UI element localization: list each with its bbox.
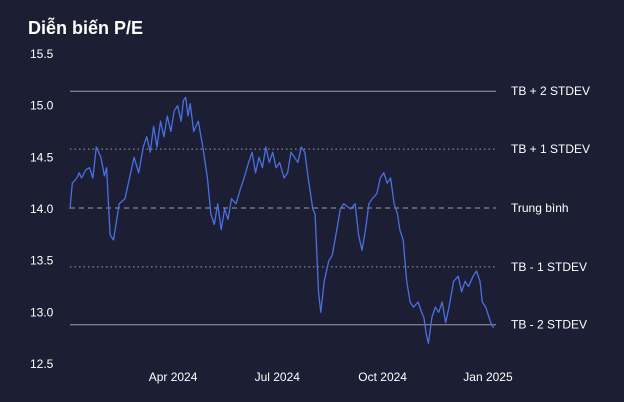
y-tick-label: 13.5 xyxy=(30,254,54,268)
x-tick-label: Jan 2025 xyxy=(463,370,513,384)
x-tick-label: Oct 2024 xyxy=(358,370,407,384)
y-tick-label: 13.0 xyxy=(30,305,54,319)
y-tick-label: 14.5 xyxy=(30,150,54,164)
reference-line-label: Trung bình xyxy=(511,201,569,215)
pe-series-line xyxy=(69,96,495,344)
y-tick-label: 12.5 xyxy=(30,357,54,371)
reference-line-label: TB + 1 STDEV xyxy=(511,142,590,156)
reference-line-label: TB - 1 STDEV xyxy=(511,260,587,274)
reference-line-label: TB + 2 STDEV xyxy=(511,84,590,98)
y-tick-label: 14.0 xyxy=(30,202,54,216)
chart-title: Diễn biến P/E xyxy=(28,18,144,38)
x-tick-label: Jul 2024 xyxy=(255,370,301,384)
y-tick-label: 15.5 xyxy=(30,47,54,61)
x-tick-label: Apr 2024 xyxy=(149,370,198,384)
y-tick-label: 15.0 xyxy=(30,99,54,113)
reference-line-label: TB - 2 STDEV xyxy=(511,318,587,332)
